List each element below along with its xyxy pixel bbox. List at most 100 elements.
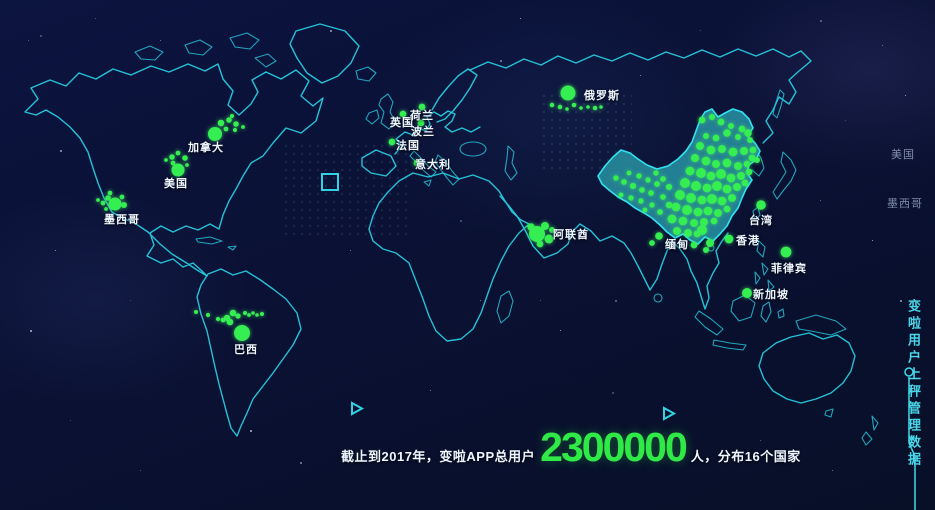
user-dot	[706, 239, 714, 247]
user-dot	[718, 145, 726, 153]
user-dot	[665, 201, 673, 209]
user-dot	[655, 232, 663, 240]
user-dot	[586, 105, 590, 109]
user-dot	[660, 194, 666, 200]
side-annotation-line	[904, 367, 916, 510]
user-dot	[255, 313, 259, 317]
user-dot	[229, 309, 237, 317]
user-dot	[96, 198, 100, 202]
user-dot	[169, 154, 175, 160]
user-dot	[697, 225, 707, 235]
user-dot	[654, 181, 660, 187]
star-speck	[140, 470, 141, 471]
user-dot	[756, 200, 766, 210]
country-label: 缅甸	[665, 239, 689, 251]
user-dot	[735, 134, 741, 140]
star-speck	[832, 470, 833, 471]
user-dot	[226, 117, 232, 123]
user-dot	[667, 214, 677, 224]
user-dot	[686, 193, 696, 203]
user-dot	[171, 163, 185, 177]
star-speck	[760, 440, 761, 441]
user-dots-layer	[96, 85, 792, 341]
user-dot	[671, 202, 681, 212]
user-dot	[685, 166, 695, 176]
user-dot	[215, 316, 221, 322]
country-label: 俄罗斯	[584, 90, 620, 102]
user-dot	[639, 187, 645, 193]
user-dot	[527, 223, 535, 231]
user-dot	[717, 196, 727, 206]
user-dot	[696, 168, 706, 178]
decor-shapes	[321, 173, 677, 421]
star-speck	[60, 150, 62, 152]
user-dot	[413, 159, 421, 167]
star-speck	[55, 250, 56, 251]
user-dot	[680, 178, 690, 188]
stats-prefix: 截止到2017年，变啦APP总用户	[341, 449, 536, 464]
user-dot	[673, 227, 681, 235]
user-dot	[628, 195, 634, 201]
country-label: 波兰	[411, 126, 435, 138]
user-dot	[205, 312, 211, 318]
star-speck	[460, 220, 462, 222]
faint-country-label: 墨西哥	[887, 198, 923, 210]
country-label: 法国	[396, 140, 420, 152]
country-label: 荷兰	[410, 110, 434, 122]
triangle-icon	[663, 406, 677, 421]
user-dot	[691, 154, 699, 162]
user-dot	[170, 160, 176, 166]
user-dot	[217, 119, 225, 127]
user-dot	[220, 317, 226, 323]
star-speck	[520, 18, 521, 19]
triangle-icon	[351, 401, 365, 416]
user-dot	[621, 179, 627, 185]
star-speck	[820, 20, 822, 22]
user-dot	[241, 125, 245, 129]
star-speck	[820, 200, 821, 201]
user-dot	[613, 175, 619, 181]
continent-outlines	[24, 23, 879, 446]
star-speck	[882, 45, 883, 46]
user-dot	[744, 129, 752, 137]
star-speck	[480, 300, 481, 301]
user-dot	[696, 142, 704, 150]
user-dot	[697, 195, 707, 205]
user-dot	[703, 247, 709, 253]
user-dot	[657, 209, 663, 215]
star-speck	[70, 420, 71, 421]
user-dot	[754, 157, 760, 163]
user-dot	[104, 207, 108, 211]
user-dot	[684, 229, 692, 237]
star-speck	[300, 462, 302, 464]
user-dot	[741, 179, 749, 187]
user-dot	[649, 202, 655, 208]
user-dot	[738, 125, 746, 133]
country-label: 英国	[390, 117, 414, 129]
user-dot	[740, 147, 748, 155]
user-dot	[549, 227, 555, 233]
user-dot	[712, 160, 720, 168]
user-dot	[226, 318, 234, 326]
user-dot	[557, 104, 563, 110]
user-dot	[164, 158, 168, 162]
user-dot	[108, 197, 122, 211]
star-speck	[250, 430, 252, 432]
user-dot	[418, 103, 426, 111]
star-speck	[430, 390, 431, 391]
user-dot	[107, 190, 113, 196]
star-speck	[905, 95, 906, 96]
user-dot	[229, 113, 235, 119]
user-dot	[175, 150, 181, 156]
user-dot	[716, 169, 726, 179]
country-label: 墨西哥	[104, 214, 140, 226]
user-dot	[678, 216, 688, 226]
stats-suffix: 人，分布16个国家	[690, 449, 801, 464]
user-dot	[691, 181, 701, 191]
star-speck	[130, 300, 131, 301]
user-dot	[712, 134, 720, 142]
star-speck	[40, 35, 42, 37]
faint-country-label: 美国	[891, 149, 915, 161]
user-dot	[233, 121, 239, 127]
